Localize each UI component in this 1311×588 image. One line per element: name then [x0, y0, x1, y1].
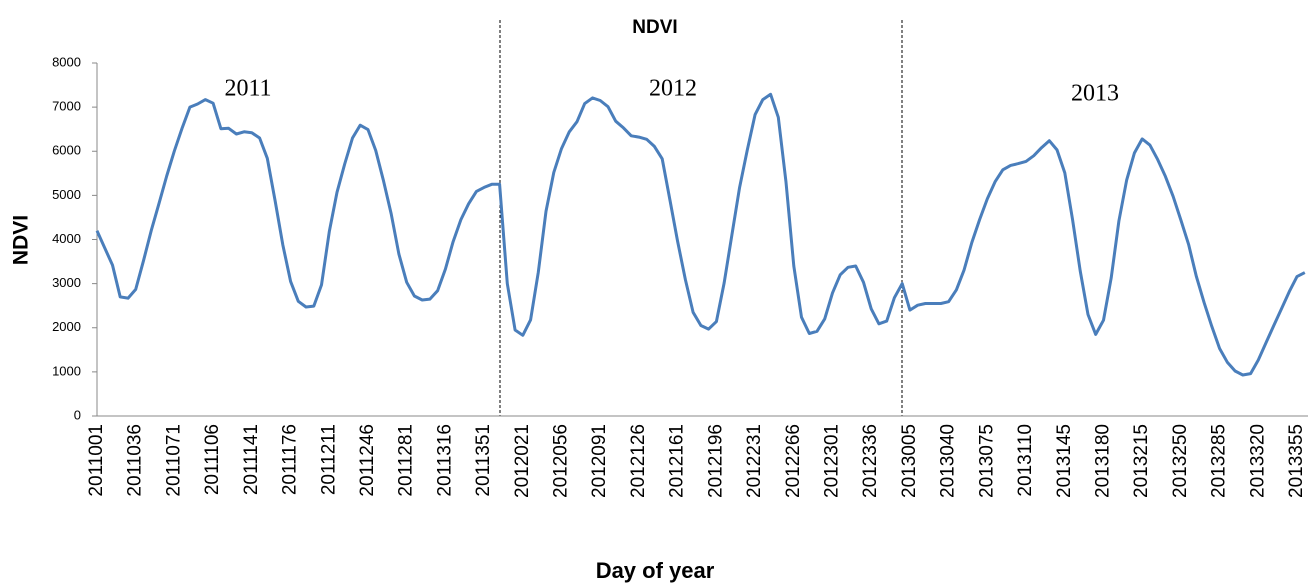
y-tick-label: 1000 — [52, 363, 81, 378]
y-tick-label: 3000 — [52, 275, 81, 290]
x-tick-label: 2013285 — [1209, 424, 1230, 498]
x-tick-label: 2013110 — [1015, 424, 1036, 497]
x-tick-label: 2011316 — [434, 424, 455, 497]
x-tick-label: 2013075 — [976, 424, 997, 498]
x-tick-label: 2012126 — [628, 424, 649, 498]
y-tick-label: 8000 — [52, 54, 81, 69]
x-tick-label: 2012301 — [822, 424, 843, 498]
x-tick-label: 2012056 — [551, 424, 572, 498]
x-tick-label: 2012231 — [744, 424, 765, 498]
y-tick-label: 5000 — [52, 187, 81, 202]
x-tick-label: 2012266 — [783, 424, 804, 498]
y-tick-label: 4000 — [52, 231, 81, 246]
x-tick-label: 2011246 — [357, 424, 378, 497]
x-tick-label: 2011281 — [396, 424, 417, 497]
x-tick-label: 2013180 — [1092, 424, 1113, 498]
x-tick-label: 2011141 — [241, 424, 262, 495]
x-tick-label: 2013250 — [1170, 424, 1191, 498]
x-tick-label: 2013005 — [899, 424, 920, 498]
y-tick-label: 7000 — [52, 99, 81, 114]
x-tick-label: 2013040 — [938, 424, 959, 498]
annotation: 2012 — [649, 76, 697, 102]
x-tick-label: 2012161 — [667, 424, 688, 498]
x-tick-label: 2013215 — [1131, 424, 1152, 498]
x-axis-label: Day of year — [596, 558, 715, 583]
x-tick-label: 2012021 — [512, 424, 533, 498]
x-tick-label: 2012336 — [860, 424, 881, 498]
data-line — [95, 92, 1306, 377]
x-tick-label: 2011071 — [163, 424, 184, 497]
x-tick-label: 2011211 — [318, 424, 339, 495]
chart-title: NDVI — [632, 17, 677, 38]
annotation: 2013 — [1071, 81, 1119, 107]
x-tick-label: 2012196 — [705, 424, 726, 498]
x-tick-label: 2013145 — [1054, 424, 1075, 498]
x-tick-label: 2011001 — [86, 424, 107, 497]
x-tick-label: 2012091 — [589, 424, 610, 498]
x-tick-label: 2011106 — [202, 424, 223, 495]
y-tick-label: 0 — [74, 407, 81, 422]
x-tick-label: 2013355 — [1286, 424, 1307, 498]
y-tick-label: 6000 — [52, 143, 81, 158]
x-tick-label: 2011036 — [125, 424, 146, 497]
x-tick-label: 2011176 — [280, 424, 301, 495]
x-tick-label: 2011351 — [473, 424, 494, 497]
annotation: 2011 — [224, 76, 271, 102]
x-tick-label: 2013320 — [1247, 424, 1268, 498]
y-axis-label: NDVI — [10, 215, 33, 265]
y-tick-label: 2000 — [52, 319, 81, 334]
